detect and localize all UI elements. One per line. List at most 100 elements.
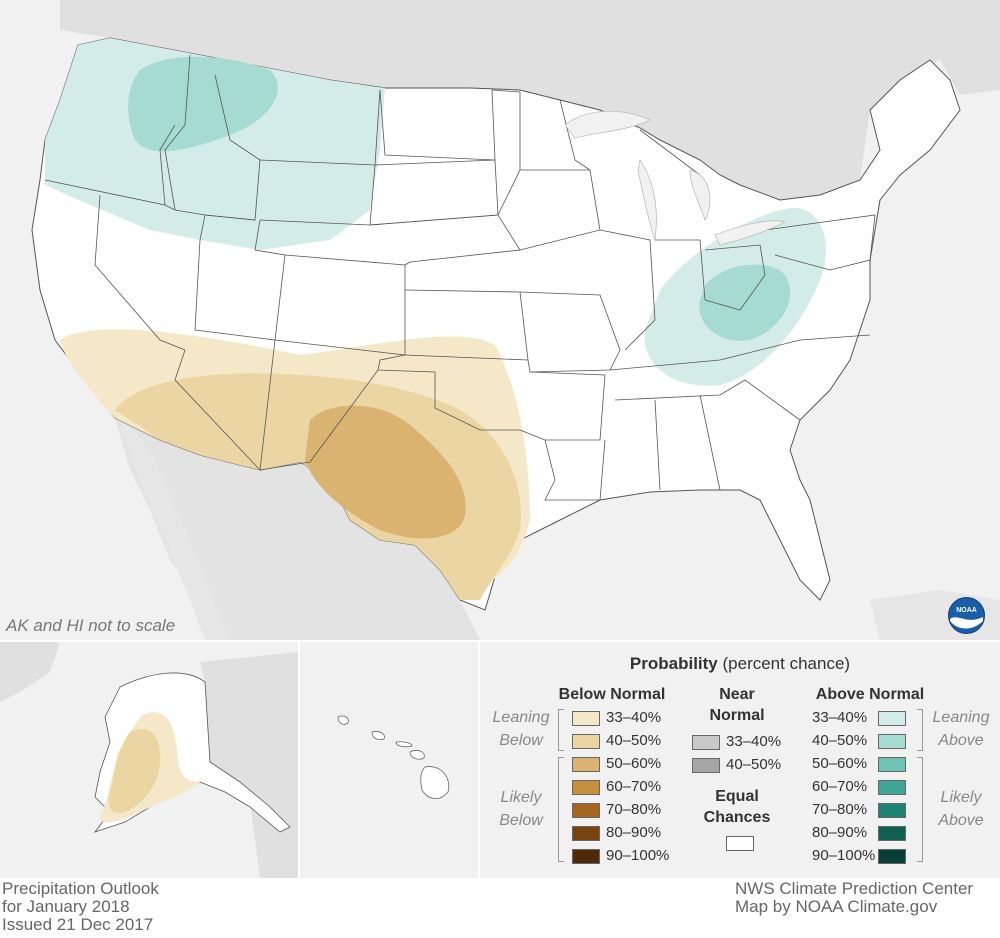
below-lean40-alaska [108, 728, 161, 813]
map-title-line1: Precipitation Outlook [2, 879, 159, 898]
scale-note: AK and HI not to scale [6, 616, 176, 635]
below-normal-label: 33–40% [606, 709, 662, 726]
below-lean40-southwest [115, 373, 521, 600]
above-likely-ohio-valley [699, 264, 791, 341]
above-normal-label: 60–70% [812, 778, 868, 795]
below-normal-swatch [572, 826, 600, 841]
legend-title-rest: (percent chance) [722, 654, 851, 673]
above-normal-label: 70–80% [812, 801, 868, 818]
above-normal-swatch [878, 826, 906, 841]
leaning-above-bracket [917, 709, 923, 751]
alaska-map [0, 642, 298, 878]
maui-island [409, 750, 425, 760]
above-normal-row: 50–60% [812, 754, 942, 774]
leaning-below-label: Leaning Below [486, 706, 556, 752]
above-normal-swatch [878, 711, 906, 726]
equal-chances-header: Equal Chances [692, 786, 782, 828]
below-likely-texas [305, 405, 466, 539]
below-normal-row: 80–90% [572, 823, 702, 843]
likely-above-bracket [917, 757, 923, 862]
credits-line2: Map by NOAA Climate.gov [735, 897, 938, 916]
above-normal-swatch [878, 734, 906, 749]
leaning-above-label: Leaning Above [926, 706, 996, 752]
svg-text:NOAA: NOAA [956, 607, 977, 614]
hawaii-inset [300, 642, 478, 878]
legend-panel: Probability (percent chance) Below Norma… [480, 642, 1000, 878]
equal-chances-swatch [726, 836, 754, 851]
noaa-logo: NOAA [948, 597, 985, 634]
lake-superior [564, 110, 651, 139]
below-normal-row: 50–60% [572, 754, 702, 774]
below-normal-swatch [572, 803, 600, 818]
credits-line1: NWS Climate Prediction Center [735, 879, 974, 898]
equal-chances-line2: Chances [703, 809, 771, 826]
below-normal-row: 33–40% [572, 708, 702, 728]
canada-landmass [60, 0, 1000, 215]
leaning-below-bracket [558, 709, 564, 751]
oahu-island [371, 731, 385, 740]
below-normal-swatch [572, 780, 600, 795]
above-likely-northwest [128, 56, 278, 152]
legend-title: Probability (percent chance) [480, 654, 1000, 674]
leaning-above-label-line1: Leaning [932, 709, 990, 726]
below-normal-label: 70–80% [606, 801, 662, 818]
near-normal-label: 33–40% [726, 733, 782, 750]
alaska-inset [0, 642, 298, 878]
near-normal-swatch [692, 735, 720, 750]
near-normal-row: 33–40% [692, 732, 822, 752]
above-normal-swatch [878, 849, 906, 864]
above-normal-label: 90–100% [812, 847, 876, 864]
contiguous-us-map [31, 0, 1000, 640]
likely-above-label-line1: Likely [940, 789, 982, 806]
map-title: Precipitation Outlook for January 2018 I… [2, 880, 159, 934]
below-normal-label: 90–100% [606, 847, 670, 864]
below-normal-swatch [572, 849, 600, 864]
main-map-panel: AK and HI not to scale NOAA [0, 0, 1000, 640]
hawaii-map [337, 715, 450, 799]
near-normal-header: Near Normal [692, 684, 782, 726]
leaning-below-label-line2: Below [499, 732, 543, 749]
likely-below-label-line1: Likely [500, 789, 542, 806]
map-title-line2: for January 2018 [2, 897, 130, 916]
leaning-above-label-line2: Above [938, 732, 984, 749]
state-boundaries [44, 54, 876, 501]
below-normal-row: 60–70% [572, 777, 702, 797]
russia-landmass [0, 642, 60, 702]
lake-michigan [637, 159, 657, 241]
baja-peninsula [118, 420, 230, 640]
above-normal-swatch [878, 780, 906, 795]
above-normal-label: 50–60% [812, 755, 868, 772]
legend-title-bold: Probability [629, 654, 718, 673]
likely-below-label-line2: Below [499, 812, 543, 829]
above-normal-row: 90–100% [812, 846, 942, 866]
map-title-line3: Issued 21 Dec 2017 [2, 915, 154, 934]
below-normal-label: 40–50% [606, 732, 662, 749]
above-normal-header: Above Normal [815, 686, 925, 703]
likely-below-bracket [558, 757, 564, 862]
likely-below-label: Likely Below [486, 786, 556, 832]
above-normal-label: 40–50% [812, 732, 868, 749]
above-normal-swatch [878, 803, 906, 818]
near-normal-swatch [692, 758, 720, 773]
above-normal-row: 70–80% [812, 800, 942, 820]
lake-erie [714, 220, 786, 246]
likely-above-label-line2: Above [938, 812, 984, 829]
above-normal-row: 40–50% [812, 731, 942, 751]
above-normal-row: 60–70% [812, 777, 942, 797]
below-normal-row: 40–50% [572, 731, 702, 751]
near-normal-header-line2: Normal [709, 707, 765, 724]
below-normal-header: Below Normal [558, 686, 666, 703]
equal-chances-line1: Equal [715, 788, 759, 805]
below-normal-swatch [572, 734, 600, 749]
map-credits: NWS Climate Prediction Center Map by NOA… [735, 880, 973, 916]
below-normal-label: 60–70% [606, 778, 662, 795]
below-normal-label: 50–60% [606, 755, 662, 772]
near-normal-row: 40–50% [692, 755, 822, 775]
near-normal-label: 40–50% [726, 756, 782, 773]
below-normal-swatch [572, 711, 600, 726]
molokai-island [395, 741, 413, 748]
above-normal-row: 80–90% [812, 823, 942, 843]
below-normal-swatch [572, 757, 600, 772]
near-normal-header-line1: Near [719, 686, 755, 703]
below-normal-label: 80–90% [606, 824, 662, 841]
